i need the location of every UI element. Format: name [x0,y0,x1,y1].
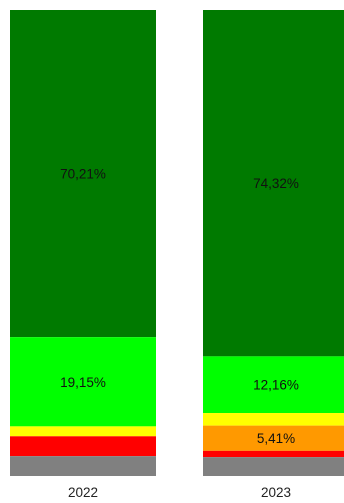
bar-segment-2022-1 [10,337,156,427]
bar-segment-2023-2 [203,413,344,426]
data-label-2023-0: 74,32% [253,176,299,191]
bar-segment-2022-0 [10,10,156,338]
bar-segment-2022-5 [10,456,156,476]
category-label-2023: 2023 [261,485,291,500]
data-label-2023-3: 5,41% [257,431,295,446]
bar-segment-2022-4 [10,436,156,457]
data-label-2023-1: 12,16% [253,378,299,393]
bar-segment-2023-3 [203,425,344,451]
bar-segment-2023-0 [203,10,344,357]
bar-segment-2022-2 [10,426,156,437]
bar-segment-2023-5 [203,457,344,476]
data-label-2022-0: 70,21% [60,167,106,182]
data-label-2022-1: 19,15% [60,375,106,390]
bar-segment-2023-4 [203,450,344,458]
bar-segment-2023-1 [203,356,344,414]
category-label-2022: 2022 [68,485,98,500]
